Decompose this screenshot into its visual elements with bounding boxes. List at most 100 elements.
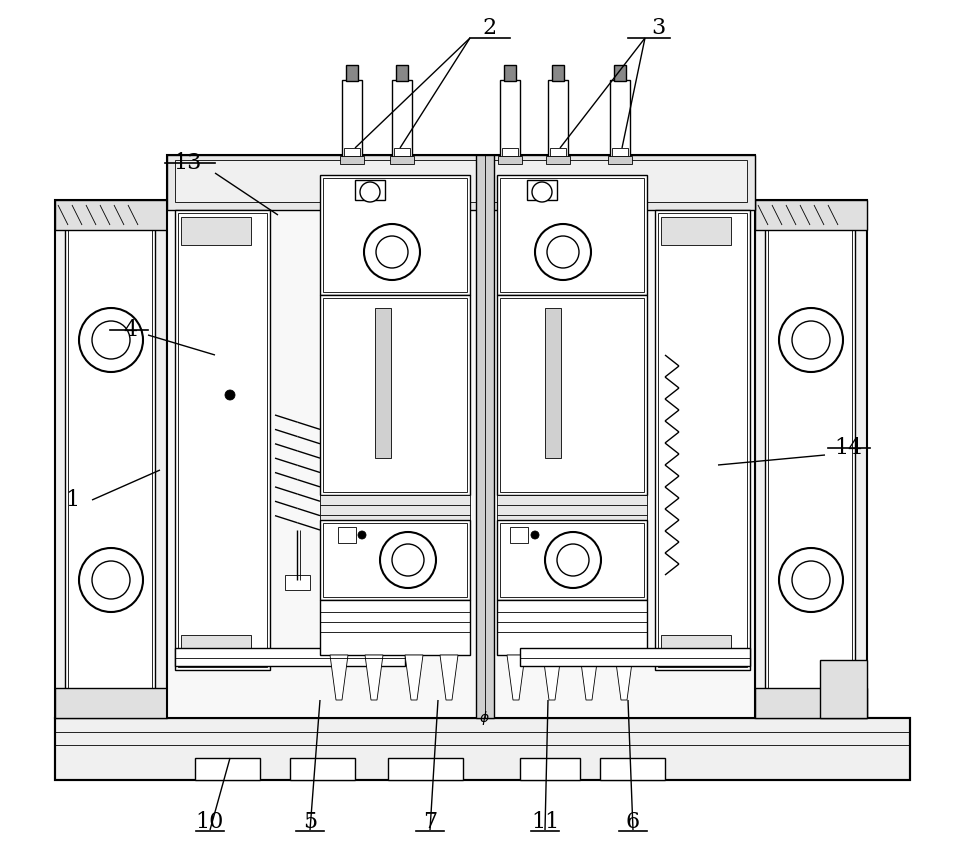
Bar <box>375 308 391 458</box>
Bar <box>167 155 755 210</box>
Bar <box>612 148 628 156</box>
Bar <box>285 575 310 590</box>
Bar <box>820 660 867 718</box>
Text: 1: 1 <box>65 489 79 511</box>
Bar <box>320 495 470 520</box>
Bar <box>320 175 470 295</box>
Bar <box>504 65 516 81</box>
Bar <box>497 495 647 520</box>
Bar <box>655 210 750 670</box>
Bar <box>342 80 362 160</box>
Circle shape <box>792 321 830 359</box>
Bar <box>661 217 731 245</box>
Circle shape <box>380 532 436 588</box>
Bar <box>500 523 644 597</box>
Bar <box>610 80 630 160</box>
Circle shape <box>364 224 420 280</box>
Bar <box>500 178 644 292</box>
Text: 3: 3 <box>650 17 665 39</box>
Bar <box>657 350 682 580</box>
Bar <box>55 718 910 780</box>
Bar <box>355 180 385 200</box>
Text: 4: 4 <box>123 319 137 341</box>
Bar <box>195 758 260 780</box>
Circle shape <box>779 308 843 372</box>
Bar <box>344 148 360 156</box>
Bar <box>497 600 647 655</box>
Bar <box>320 295 470 495</box>
Bar <box>175 210 270 670</box>
Circle shape <box>92 321 130 359</box>
Text: 14: 14 <box>833 437 862 459</box>
Polygon shape <box>543 655 561 700</box>
Bar <box>658 213 747 667</box>
Bar <box>550 148 566 156</box>
Bar <box>661 635 731 660</box>
Bar <box>320 520 470 600</box>
Bar <box>552 65 564 81</box>
Bar <box>497 520 647 600</box>
Bar <box>392 80 412 160</box>
Bar <box>396 65 408 81</box>
Bar <box>290 758 355 780</box>
Bar <box>390 156 414 164</box>
Text: 11: 11 <box>530 811 560 833</box>
Bar <box>497 295 647 495</box>
Circle shape <box>92 561 130 599</box>
Text: 6: 6 <box>626 811 640 833</box>
Text: 5: 5 <box>303 811 318 833</box>
Bar <box>520 758 580 780</box>
Bar <box>320 600 470 655</box>
Circle shape <box>79 548 143 612</box>
Circle shape <box>392 544 424 576</box>
Text: 7: 7 <box>423 811 438 833</box>
Bar <box>55 688 167 718</box>
Bar <box>546 156 570 164</box>
Polygon shape <box>580 655 598 700</box>
Circle shape <box>779 548 843 612</box>
Bar <box>55 200 167 230</box>
Bar <box>68 213 152 705</box>
Bar <box>498 156 522 164</box>
Polygon shape <box>405 655 423 700</box>
Circle shape <box>557 544 589 576</box>
Bar <box>500 298 644 492</box>
Polygon shape <box>507 655 525 700</box>
Bar <box>181 217 251 245</box>
Circle shape <box>532 182 552 202</box>
Circle shape <box>792 561 830 599</box>
Bar <box>167 155 755 718</box>
Bar <box>476 155 494 718</box>
Bar <box>497 175 647 295</box>
Bar <box>175 648 405 666</box>
Bar <box>510 527 528 543</box>
Bar <box>608 156 632 164</box>
Bar <box>765 210 855 708</box>
Circle shape <box>360 182 380 202</box>
Bar <box>178 213 267 667</box>
Bar <box>600 758 665 780</box>
Polygon shape <box>365 655 383 700</box>
Bar <box>346 65 358 81</box>
Bar <box>340 156 364 164</box>
Bar <box>548 80 568 160</box>
Bar <box>755 200 867 718</box>
Bar <box>768 213 852 705</box>
Polygon shape <box>440 655 458 700</box>
Bar <box>545 308 561 458</box>
Bar <box>755 200 867 230</box>
Bar <box>323 523 467 597</box>
Bar <box>520 648 750 666</box>
Text: 13: 13 <box>174 152 202 174</box>
Bar <box>527 180 557 200</box>
Bar <box>55 200 167 718</box>
Circle shape <box>225 390 235 400</box>
Circle shape <box>535 224 591 280</box>
Bar <box>55 718 910 780</box>
Bar <box>500 80 520 160</box>
Circle shape <box>545 532 601 588</box>
Text: 2: 2 <box>483 17 497 39</box>
Circle shape <box>531 531 539 539</box>
Circle shape <box>358 531 366 539</box>
Circle shape <box>547 236 579 268</box>
